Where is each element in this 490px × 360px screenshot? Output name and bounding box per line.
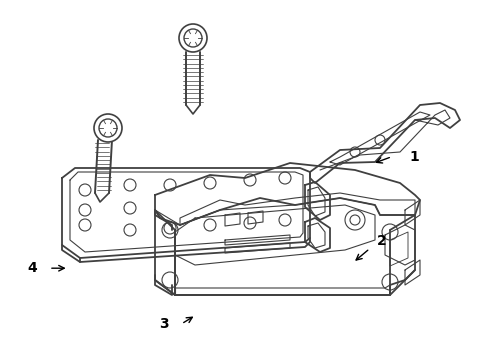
Text: 1: 1 <box>409 150 419 163</box>
Text: 3: 3 <box>159 317 169 331</box>
Text: 2: 2 <box>377 234 387 248</box>
Text: 4: 4 <box>27 261 37 275</box>
Circle shape <box>94 114 122 142</box>
Circle shape <box>179 24 207 52</box>
